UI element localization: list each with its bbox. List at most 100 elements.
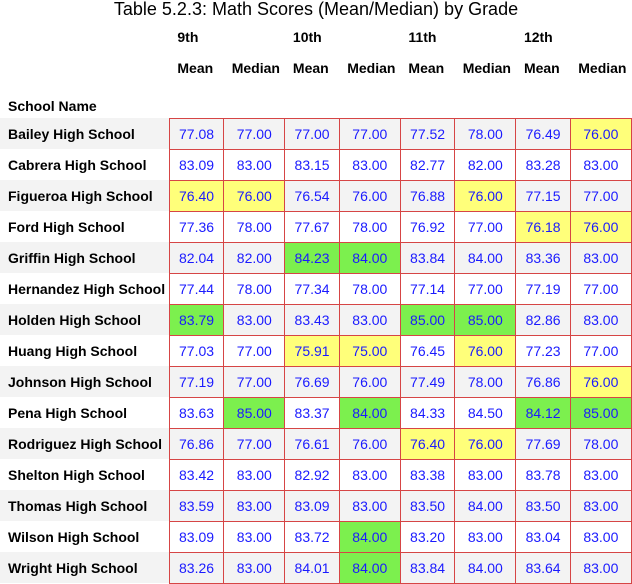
median-score-cell: 83.00: [223, 489, 286, 522]
mean-score-cell: 76.45: [399, 334, 456, 367]
median-score-cell: 83.00: [338, 148, 401, 181]
grade-header-spacer: [339, 21, 401, 52]
blank-header-cell: [570, 83, 632, 118]
median-score-cell: 76.00: [454, 179, 517, 212]
median-header: Median: [570, 52, 632, 83]
median-score-cell: 83.00: [338, 489, 401, 522]
mean-score-cell: 77.19: [168, 365, 225, 398]
table-row: Hernandez High School 77.44 78.00 77.34 78.0…: [0, 272, 632, 305]
blank-header-cell: [169, 83, 224, 118]
mean-score-cell: 76.40: [399, 427, 456, 460]
median-score-cell: 78.00: [338, 210, 401, 243]
mean-score-cell: 83.38: [399, 458, 456, 491]
blank-header-cell: [339, 83, 401, 118]
table-row: Figueroa High School 76.40 76.00 76.54 76.00…: [0, 179, 632, 212]
table-row: Shelton High School 83.42 83.00 82.92 83.00 8…: [0, 458, 632, 491]
median-score-cell: 78.00: [569, 427, 632, 460]
median-score-cell: 77.00: [223, 334, 286, 367]
median-header: Median: [454, 52, 516, 83]
grade-header-spacer: [454, 21, 516, 52]
table-caption: Table 5.2.3: Math Scores (Mean/Median) b…: [113, 0, 519, 19]
mean-score-cell: 76.49: [515, 117, 571, 150]
table-row: Griffin High School 82.04 82.00 84.23 84.00 8…: [0, 241, 632, 274]
median-score-cell: 84.50: [454, 396, 517, 429]
mean-score-cell: 76.86: [168, 427, 225, 460]
median-score-cell: 84.00: [338, 520, 401, 553]
mean-header: Mean: [169, 52, 224, 83]
school-name-cell: Cabrera High School: [0, 149, 170, 180]
school-header-row: School Name: [0, 83, 632, 118]
mean-score-cell: 83.26: [168, 551, 225, 584]
mean-score-cell: 83.37: [284, 396, 340, 429]
mean-score-cell: 82.86: [515, 303, 571, 336]
mean-score-cell: 76.92: [399, 210, 456, 243]
median-score-cell: 83.00: [454, 520, 517, 553]
median-score-cell: 84.00: [454, 241, 517, 274]
median-score-cell: 76.00: [454, 427, 517, 460]
mean-score-cell: 76.88: [399, 179, 456, 212]
mean-score-cell: 76.69: [284, 365, 340, 398]
median-score-cell: 82.00: [223, 241, 286, 274]
mean-header: Mean: [400, 52, 455, 83]
median-score-cell: 77.00: [569, 179, 632, 212]
median-score-cell: 78.00: [454, 365, 517, 398]
median-score-cell: 77.00: [223, 365, 286, 398]
mean-score-cell: 83.50: [399, 489, 456, 522]
median-score-cell: 84.00: [454, 551, 517, 584]
grade-header-10th: 10th: [284, 21, 340, 52]
mean-score-cell: 83.43: [284, 303, 340, 336]
mean-score-cell: 77.14: [399, 272, 456, 305]
mean-score-cell: 77.52: [399, 117, 456, 150]
median-score-cell: 83.00: [223, 551, 286, 584]
median-score-cell: 83.00: [454, 458, 517, 491]
school-name-cell: Wright High School: [0, 552, 170, 583]
table-row: Thomas High School 83.59 83.00 83.09 83.00 83…: [0, 489, 632, 522]
median-score-cell: 76.00: [338, 179, 401, 212]
school-name-cell: Johnson High School: [0, 366, 170, 397]
school-name-cell: Wilson High School: [0, 521, 170, 552]
median-score-cell: 77.00: [454, 272, 517, 305]
mean-score-cell: 83.09: [168, 520, 225, 553]
mean-score-cell: 84.33: [399, 396, 456, 429]
mean-score-cell: 77.44: [168, 272, 225, 305]
mean-score-cell: 77.67: [284, 210, 340, 243]
table-row: Cabrera High School 83.09 83.00 83.15 83.00 8…: [0, 148, 632, 181]
blank-header-cell: [284, 83, 340, 118]
table-body: Bailey High School 77.08 77.00 77.00 77.00 77…: [0, 117, 632, 584]
median-score-cell: 83.00: [223, 148, 286, 181]
mean-score-cell: 83.63: [168, 396, 225, 429]
mean-score-cell: 83.64: [515, 551, 571, 584]
mean-header: Mean: [284, 52, 340, 83]
mean-score-cell: 76.86: [515, 365, 571, 398]
mean-header: Mean: [515, 52, 571, 83]
mean-score-cell: 85.00: [399, 303, 456, 336]
mean-score-cell: 76.40: [168, 179, 225, 212]
table-row: Johnson High School 77.19 77.00 76.69 76.00 7…: [0, 365, 632, 398]
school-name-cell: Holden High School: [0, 304, 170, 335]
median-score-cell: 83.00: [569, 458, 632, 491]
median-score-cell: 78.00: [338, 272, 401, 305]
median-score-cell: 83.00: [338, 303, 401, 336]
median-score-cell: 83.00: [223, 520, 286, 553]
mean-score-cell: 83.78: [515, 458, 571, 491]
median-score-cell: 85.00: [454, 303, 517, 336]
median-score-cell: 77.00: [338, 117, 401, 150]
median-score-cell: 84.00: [338, 396, 401, 429]
mean-score-cell: 83.72: [284, 520, 340, 553]
median-score-cell: 76.00: [454, 334, 517, 367]
mean-score-cell: 77.00: [284, 117, 340, 150]
table-row: Bailey High School 77.08 77.00 77.00 77.00 77…: [0, 117, 632, 150]
mean-score-cell: 77.69: [515, 427, 571, 460]
median-score-cell: 78.00: [223, 210, 286, 243]
table-row: Ford High School 77.36 78.00 77.67 78.00 76.9…: [0, 210, 632, 243]
mean-score-cell: 83.09: [168, 148, 225, 181]
blank-header-cell: [400, 83, 455, 118]
mean-score-cell: 83.28: [515, 148, 571, 181]
empty-header-cell: [0, 21, 170, 52]
school-name-cell: Griffin High School: [0, 242, 170, 273]
median-score-cell: 83.00: [338, 458, 401, 491]
mean-score-cell: 76.54: [284, 179, 340, 212]
median-score-cell: 77.00: [569, 334, 632, 367]
median-score-cell: 85.00: [569, 396, 632, 429]
school-name-cell: Bailey High School: [0, 118, 170, 149]
